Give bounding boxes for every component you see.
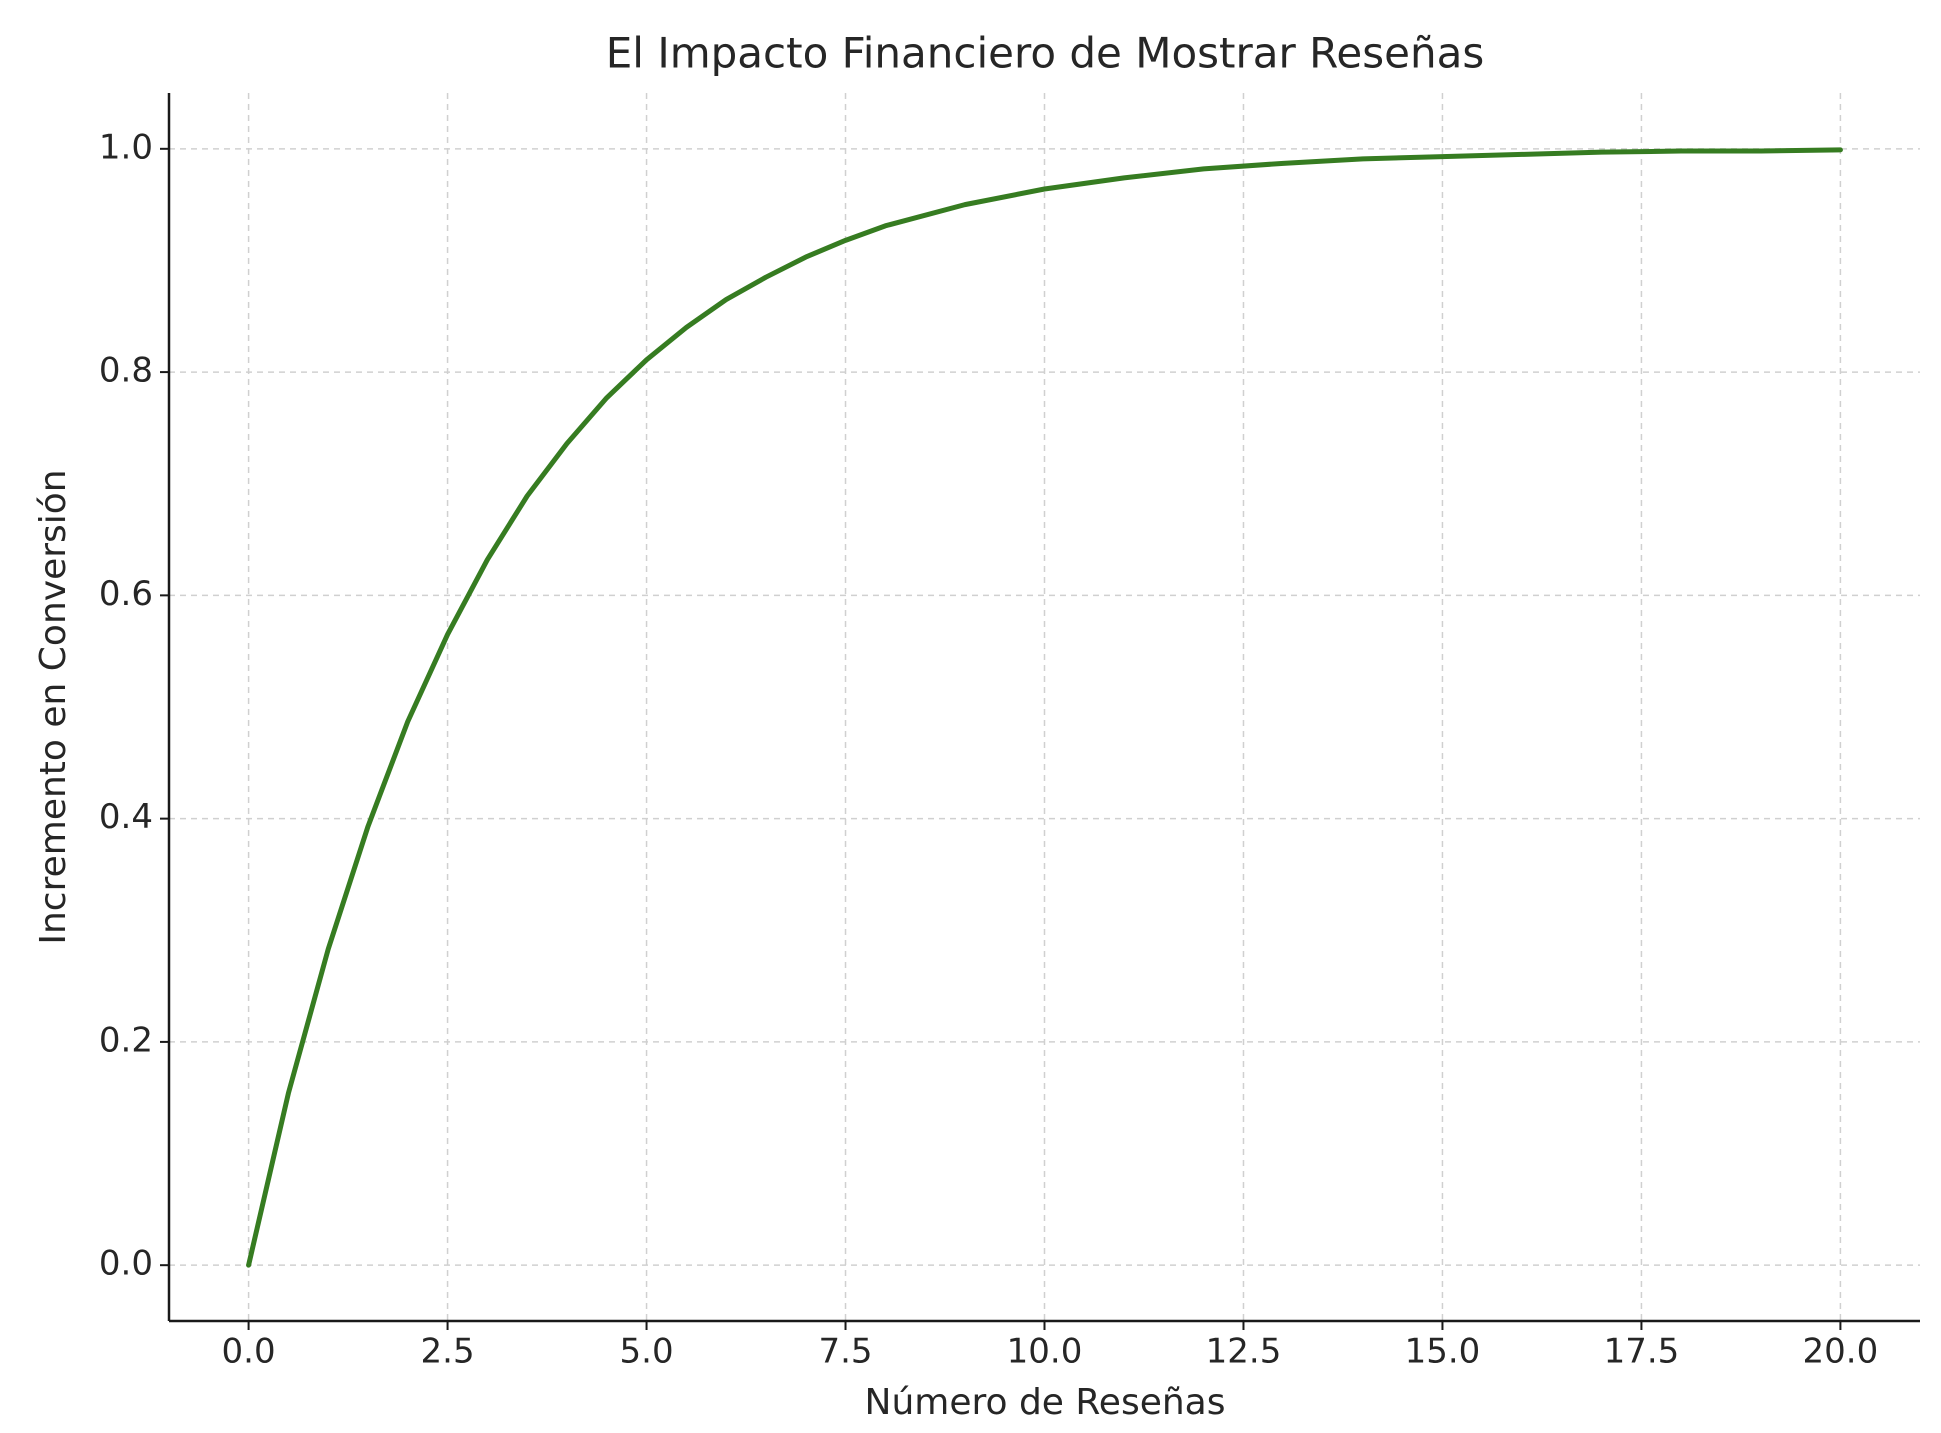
x-tick-label: 0.0 — [222, 1332, 276, 1372]
y-tick-label: 0.8 — [99, 351, 153, 391]
x-tick-label: 17.5 — [1604, 1332, 1680, 1372]
x-tick-label: 10.0 — [1007, 1332, 1083, 1372]
y-tick-label: 0.6 — [99, 574, 153, 614]
x-tick-label: 20.0 — [1803, 1332, 1879, 1372]
y-axis-label: Incremento en Conversión — [33, 469, 74, 944]
x-axis-label: Número de Reseñas — [865, 1382, 1226, 1423]
x-tick-label: 15.0 — [1405, 1332, 1481, 1372]
line-series — [246, 147, 1843, 1268]
y-tick-label: 0.0 — [99, 1244, 153, 1284]
x-tick-label: 2.5 — [421, 1332, 475, 1372]
y-tick-label: 1.0 — [99, 127, 153, 167]
x-tick-label: 5.0 — [620, 1332, 674, 1372]
x-tick-label: 7.5 — [818, 1332, 872, 1372]
x-tick-label: 12.5 — [1206, 1332, 1282, 1372]
y-tick-label: 0.2 — [99, 1020, 153, 1060]
chart-title: El Impacto Financiero de Mostrar Reseñas — [606, 29, 1484, 78]
y-tick-label: 0.4 — [99, 797, 153, 837]
